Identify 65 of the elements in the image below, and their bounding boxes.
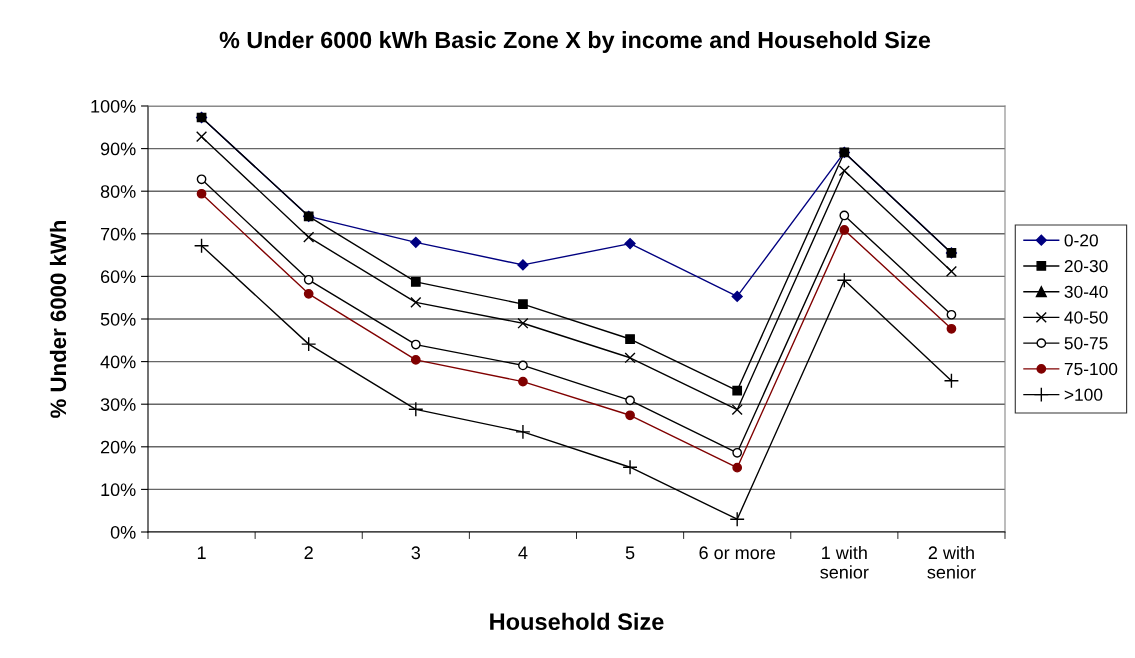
legend-label: >100 [1064, 388, 1103, 401]
legend-label: 0-20 [1064, 234, 1098, 247]
point [946, 323, 957, 334]
point [410, 236, 422, 248]
point [732, 462, 743, 473]
point [625, 410, 635, 421]
y-tick-label: 80% [100, 185, 136, 198]
y-tick-label: 50% [100, 312, 136, 326]
x-tick-label: 4 [518, 546, 528, 559]
point [943, 373, 960, 389]
point [622, 459, 638, 475]
y-tick-label: 0% [110, 525, 136, 539]
x-tick-label: 1 with senior [820, 545, 869, 579]
point [303, 289, 314, 299]
y-tick-label: 30% [100, 398, 136, 411]
point [517, 259, 529, 271]
point [625, 395, 635, 406]
point [410, 339, 421, 350]
point [729, 511, 745, 527]
y-tick-label: 20% [100, 440, 136, 454]
legend-label: 30-40 [1064, 285, 1108, 298]
y-tick-label: 70% [100, 227, 136, 241]
point [515, 424, 531, 440]
point [410, 355, 421, 365]
x-tick-label: 2 with senior [927, 545, 976, 579]
point [196, 131, 208, 143]
point [731, 290, 743, 303]
point [196, 188, 207, 199]
point [303, 231, 315, 243]
point [193, 238, 210, 254]
point [945, 265, 957, 277]
y-tick-label: 10% [101, 483, 136, 497]
y-tick-label: 60% [100, 270, 136, 284]
point [624, 237, 636, 250]
x-tick-label: 6 or more [699, 546, 776, 560]
x-tick-label: 3 [411, 546, 421, 560]
chart-title: % Under 6000 kWh Basic Zone X by income and Household Size [219, 31, 931, 53]
x-tick-label: 2 [304, 546, 313, 559]
point [518, 376, 528, 387]
y-tick-label: 40% [100, 355, 136, 369]
y-tick-label: 90% [100, 142, 136, 156]
point [408, 401, 424, 417]
x-tick-label: 5 [625, 546, 635, 560]
point [624, 352, 636, 364]
point [839, 225, 850, 235]
point [518, 360, 528, 371]
point [410, 296, 422, 308]
x-axis-title: Household Size [490, 612, 664, 631]
point [731, 404, 743, 416]
x-tick-label: 1 [197, 546, 206, 559]
point [196, 174, 207, 185]
legend-label: 75-100 [1064, 362, 1118, 376]
point [946, 309, 957, 320]
point [732, 447, 743, 458]
point [838, 165, 850, 177]
point [517, 317, 529, 329]
legend-label: 40-50 [1064, 311, 1108, 324]
y-tick-label: 100% [91, 99, 136, 113]
y-axis-title: % Under 6000 kWh [49, 220, 67, 418]
point [839, 210, 850, 221]
point [836, 272, 852, 288]
legend-label: 50-75 [1064, 337, 1108, 350]
point [301, 336, 317, 352]
point [303, 274, 314, 285]
legend-label: 20-30 [1064, 259, 1108, 273]
